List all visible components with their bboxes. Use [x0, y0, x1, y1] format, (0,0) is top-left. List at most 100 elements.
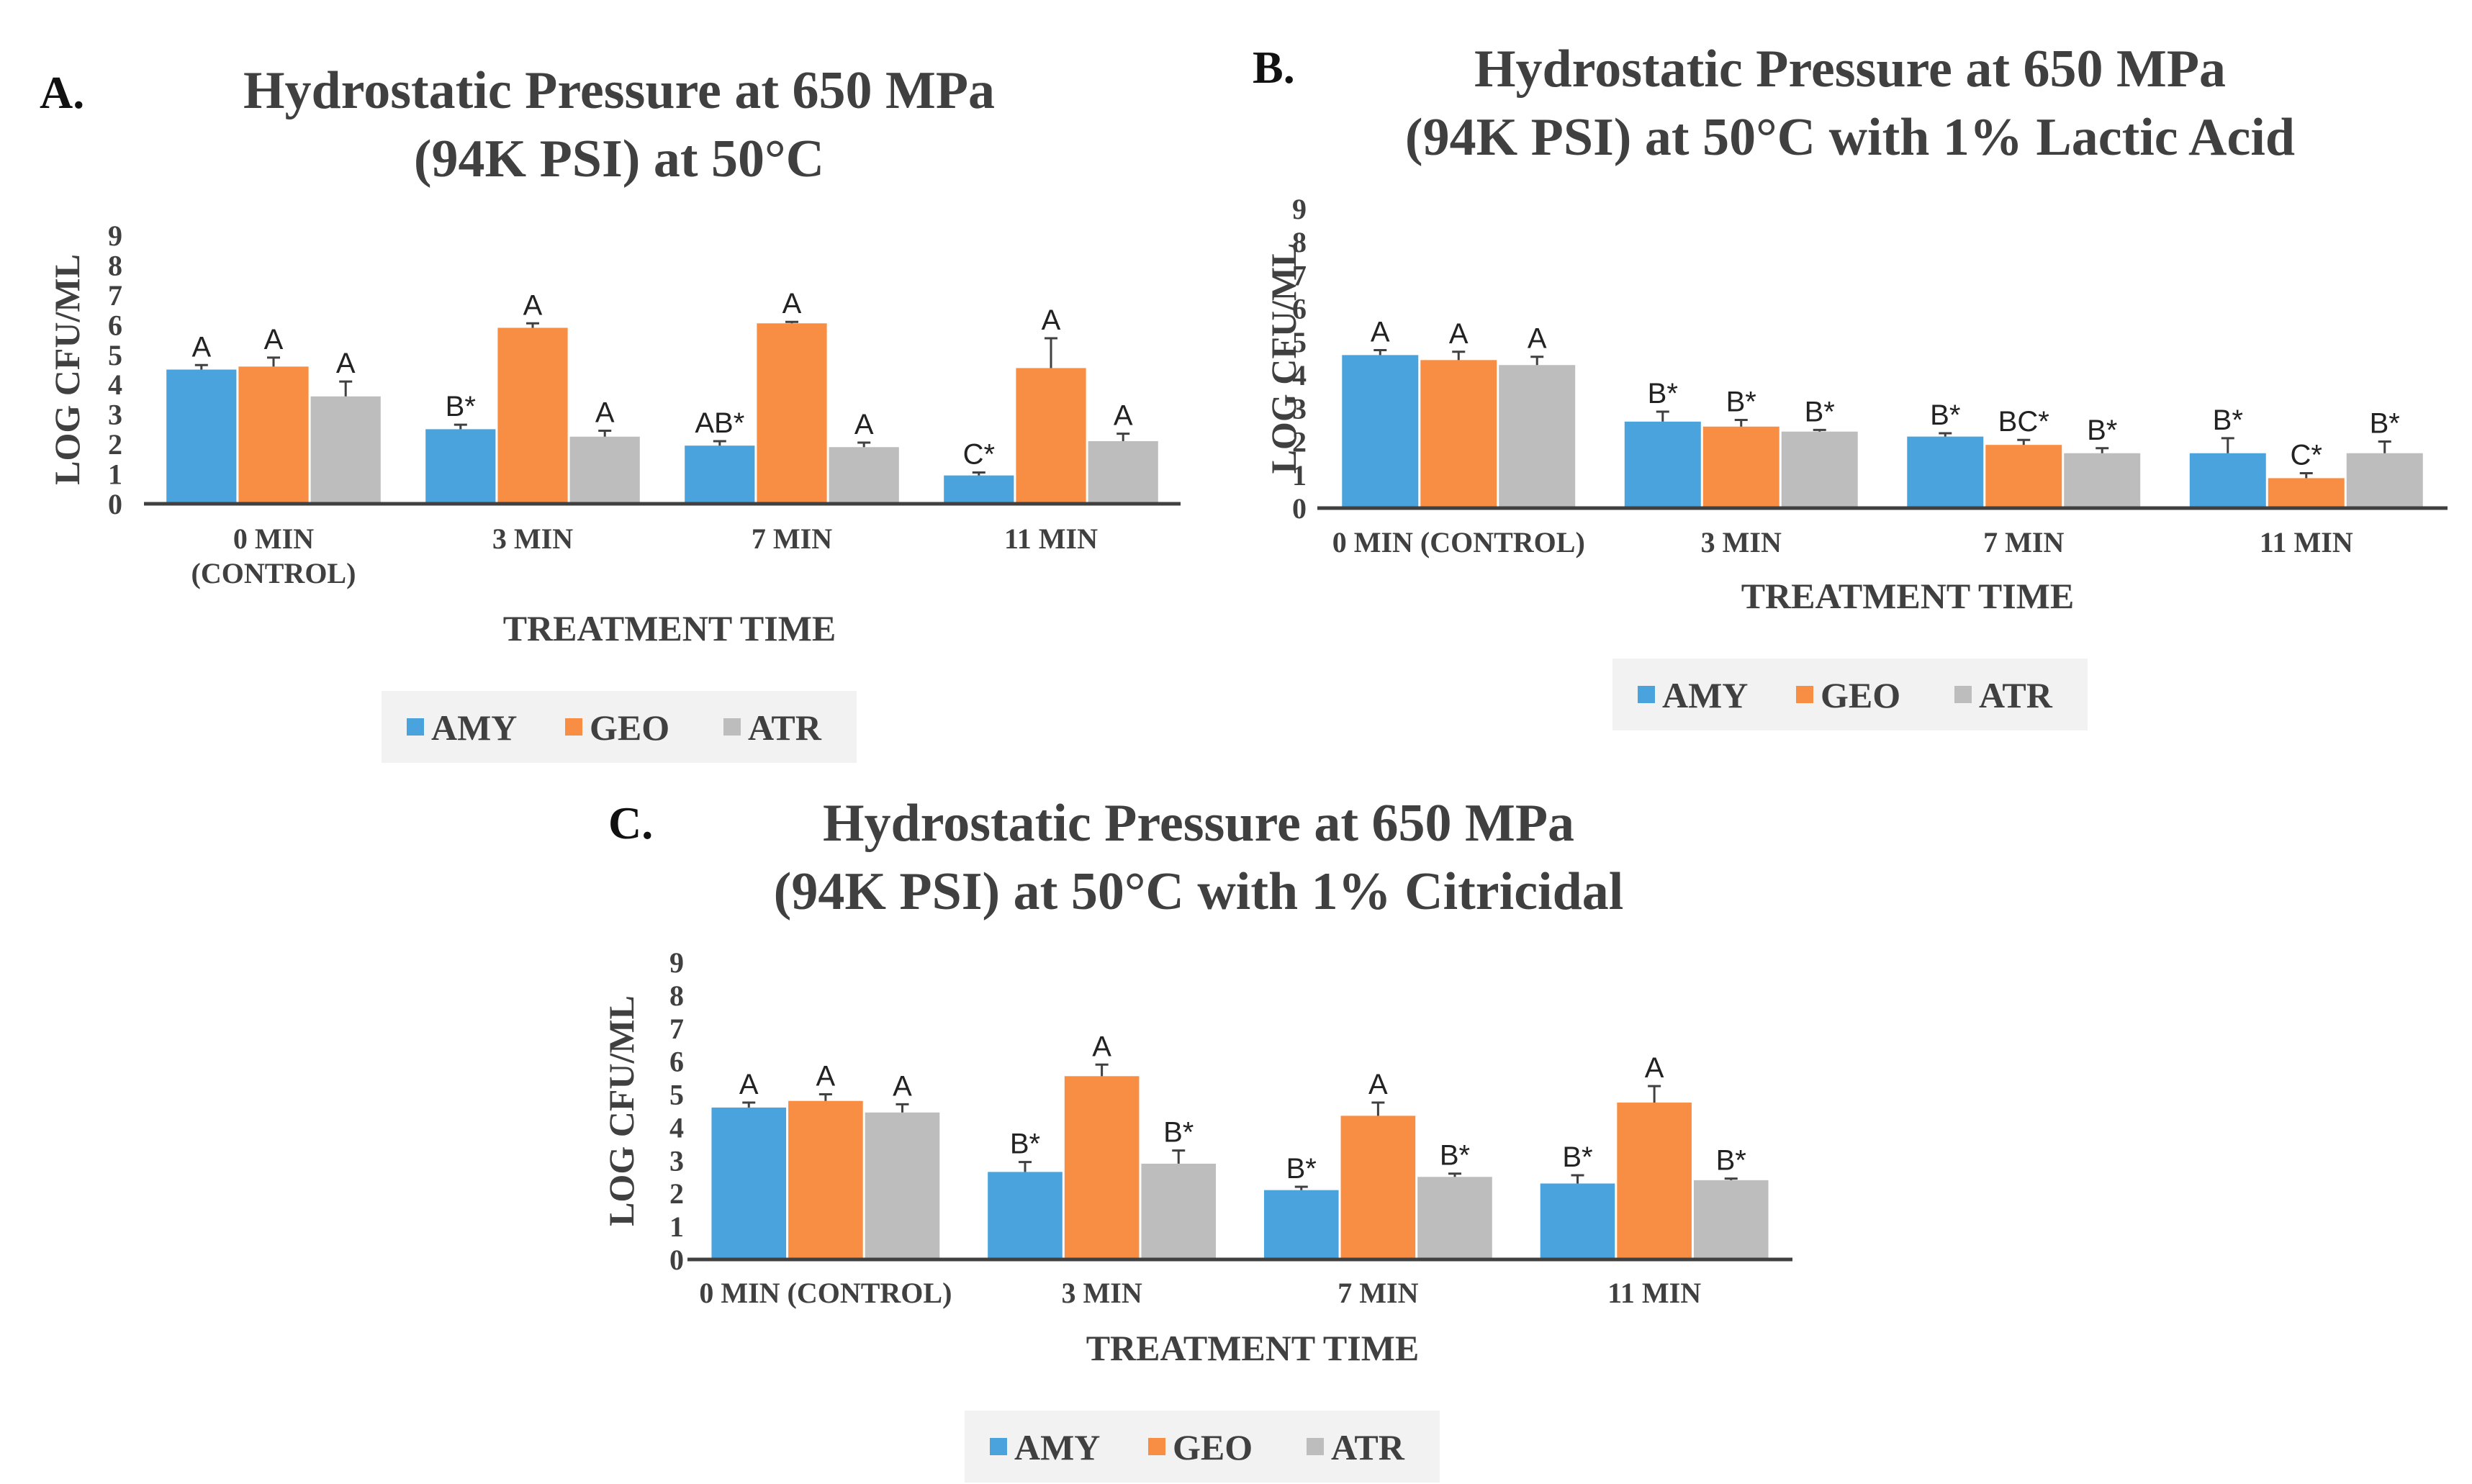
y-tick-label: 0: [108, 488, 122, 520]
y-tick-label: 2: [1292, 426, 1307, 458]
x-tick-label: 3 MIN: [1701, 526, 1782, 558]
legend-swatch-geo: [565, 718, 582, 736]
bar-atr: [1781, 431, 1858, 508]
x-tick-label: 0 MIN: [233, 522, 314, 555]
y-tick-label: 8: [1292, 226, 1307, 258]
y-tick-label: 2: [108, 428, 122, 461]
chart-title-line-2: (94K PSI) at 50°C with 1% Citricidal: [774, 862, 1624, 921]
bar-amy: [425, 429, 496, 504]
y-tick-label: 8: [108, 249, 122, 281]
legend-label-atr: ATR: [1331, 1427, 1405, 1467]
x-tick-label: (CONTROL): [191, 557, 356, 589]
bar-atr: [2346, 453, 2423, 508]
bar-geo: [788, 1100, 863, 1259]
bar-atr: [1693, 1180, 1769, 1259]
x-tick-label: 11 MIN: [1004, 522, 1098, 555]
panel-letter: A.: [40, 67, 84, 118]
chart-title-line-2: (94K PSI) at 50°C with 1% Lactic Acid: [1405, 108, 2295, 167]
significance-label: B*: [1716, 1145, 1746, 1177]
y-tick-label: 5: [1292, 326, 1307, 358]
y-tick-label: 4: [669, 1111, 684, 1144]
chart-title-line-1: Hydrostatic Pressure at 650 MPa: [1474, 40, 2226, 99]
chart-title-line-2: (94K PSI) at 50°C: [414, 130, 824, 189]
legend-swatch-atr: [1307, 1438, 1324, 1455]
significance-label: A: [1368, 1069, 1388, 1100]
legend-box: [1612, 659, 2088, 730]
significance-label: A: [1645, 1052, 1664, 1084]
y-axis-label: LOG CFU/ML: [47, 254, 87, 485]
y-tick-label: 5: [669, 1079, 684, 1111]
x-tick-label: 0 MIN (CONTROL): [699, 1277, 952, 1309]
y-tick-label: 9: [108, 220, 122, 252]
legend-label-amy: AMY: [431, 707, 517, 748]
significance-label: B*: [1562, 1141, 1592, 1173]
bar-atr: [1417, 1177, 1492, 1259]
bar-geo: [1985, 445, 2062, 508]
significance-label: A: [595, 397, 615, 428]
significance-label: A: [854, 409, 874, 440]
significance-label: B*: [2370, 408, 2400, 440]
y-tick-label: 1: [108, 458, 122, 491]
y-tick-label: 3: [108, 399, 122, 431]
y-tick-label: 4: [108, 368, 122, 401]
legend-label-geo: GEO: [590, 707, 669, 748]
significance-label: A: [336, 348, 356, 379]
legend-swatch-amy: [407, 718, 424, 736]
bar-atr: [569, 436, 640, 504]
y-tick-label: 3: [669, 1144, 684, 1177]
bar-amy: [1540, 1183, 1615, 1259]
bar-geo: [1617, 1103, 1692, 1259]
significance-label: A: [1114, 400, 1133, 432]
chart-title-line-1: Hydrostatic Pressure at 650 MPa: [243, 61, 995, 120]
significance-label: AB*: [695, 407, 744, 439]
legend-box: [965, 1411, 1440, 1483]
x-tick-label: 11 MIN: [2260, 526, 2353, 558]
significance-label: A: [1528, 323, 1547, 355]
chart-panel-a: A. Hydrostatic Pressure at 650 MPa (94K PS…: [40, 61, 1181, 763]
significance-label: C*: [2291, 439, 2322, 471]
legend-swatch-geo: [1796, 686, 1813, 703]
y-tick-label: 9: [1292, 193, 1307, 225]
legend-label-geo: GEO: [1173, 1427, 1253, 1467]
legend: AMY GEO ATR: [1612, 659, 2088, 730]
bar-geo: [1420, 360, 1497, 508]
bar-atr: [310, 396, 381, 504]
significance-label: B*: [1726, 386, 1756, 418]
x-tick-label: 3 MIN: [492, 522, 573, 555]
bar-amy: [1342, 355, 1419, 508]
significance-label: B*: [1805, 396, 1835, 427]
bar-geo: [757, 323, 827, 504]
x-tick-label: 3 MIN: [1062, 1277, 1142, 1309]
x-tick-label: 0 MIN (CONTROL): [1332, 526, 1585, 558]
legend-swatch-amy: [990, 1438, 1007, 1455]
y-tick-label: 6: [108, 309, 122, 341]
bar-amy: [711, 1107, 787, 1259]
x-axis-label: TREATMENT TIME: [503, 608, 836, 648]
bar-amy: [166, 369, 237, 504]
y-tick-label: 6: [669, 1046, 684, 1078]
y-tick-label: 9: [669, 946, 684, 979]
significance-label: A: [816, 1061, 836, 1092]
bar-atr: [1141, 1163, 1217, 1259]
significance-label: C*: [963, 438, 995, 470]
legend-swatch-atr: [1954, 686, 1972, 703]
y-tick-label: 3: [1292, 392, 1307, 425]
significance-label: A: [893, 1070, 912, 1102]
x-axis-label: TREATMENT TIME: [1741, 576, 2075, 616]
legend-label-atr: ATR: [748, 707, 822, 748]
chart-title-line-1: Hydrostatic Pressure at 650 MPa: [823, 794, 1574, 853]
significance-label: B*: [446, 391, 476, 422]
bar-amy: [685, 445, 755, 504]
bar-geo: [1016, 368, 1086, 504]
y-tick-label: 7: [669, 1013, 684, 1045]
y-tick-label: 0: [1292, 492, 1307, 525]
y-tick-label: 7: [108, 279, 122, 312]
bar-geo: [1702, 426, 1779, 508]
x-axis-label: TREATMENT TIME: [1086, 1328, 1420, 1368]
bar-atr: [865, 1112, 940, 1259]
bar-amy: [944, 475, 1014, 504]
x-tick-label: 11 MIN: [1607, 1277, 1701, 1309]
bar-atr: [829, 447, 899, 504]
y-tick-label: 1: [669, 1211, 684, 1243]
